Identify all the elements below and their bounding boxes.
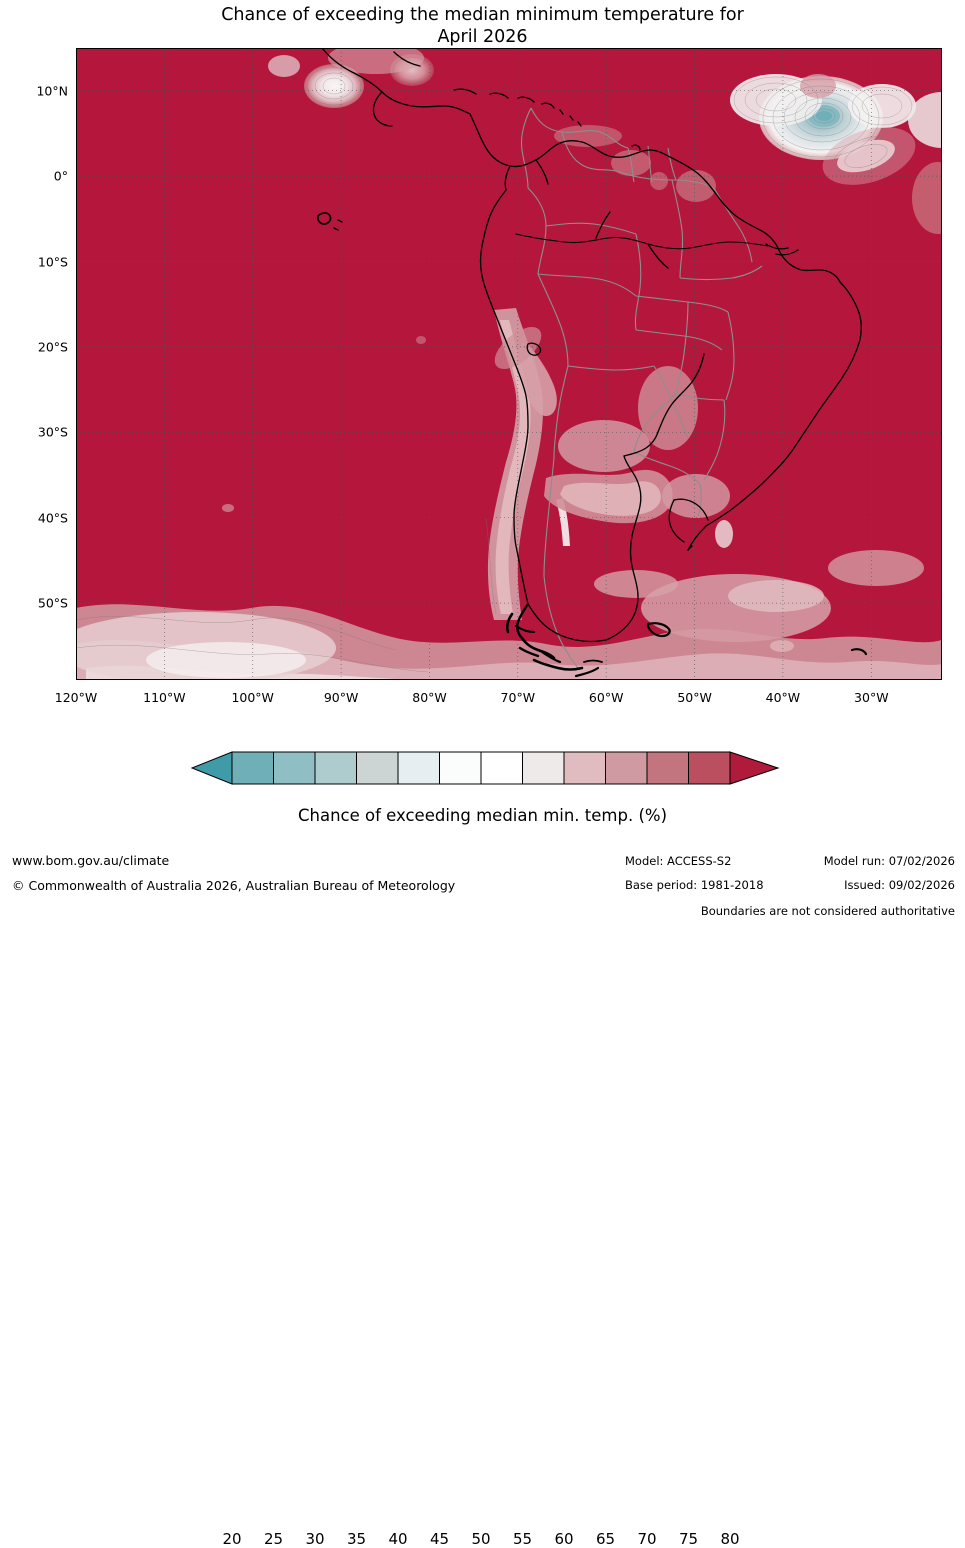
x-tick-70W: 70°W [500, 690, 536, 705]
map-plot-area[interactable]: 10°N 0° 10°S 20°S 30°S 40°S 50°S 120°W 1… [36, 48, 942, 705]
contour-lines [76, 56, 913, 673]
y-tick-30S: 30°S [37, 424, 68, 440]
field-atlantic-cool-core-inner [816, 111, 832, 121]
field-andes-white-core [556, 498, 570, 546]
x-tick-80W: 80°W [412, 690, 447, 705]
field-speckle-a [222, 504, 234, 512]
field-andes-ridge-core [495, 320, 531, 614]
cb-seg-35-40 [356, 751, 399, 785]
field-mexico-warm [328, 48, 424, 74]
cb-tick-55: 55 [512, 1530, 533, 1548]
plot-frame [76, 48, 942, 680]
cb-seg-20-25 [231, 751, 274, 785]
page-title: Chance of exceeding the median minimum t… [0, 4, 965, 48]
footer: www.bom.gov.au/climate © Commonwealth of… [0, 845, 965, 919]
field-speckle-d [770, 640, 794, 652]
colorbar-swatches[interactable] [0, 748, 965, 788]
cb-tick-35: 35 [346, 1530, 367, 1548]
field-pampas-core [560, 481, 661, 516]
cb-tick-65: 65 [595, 1530, 616, 1548]
y-tick-10S: 10°S [37, 254, 68, 269]
x-tick-110W: 110°W [143, 690, 186, 705]
cb-tick-75: 75 [678, 1530, 699, 1548]
field-se-ocean-lobe-c [828, 550, 924, 586]
footer-model: Model: ACCESS-S2 [625, 854, 732, 868]
field-atlantic-neutral-a [730, 74, 822, 126]
cb-tick-25: 25 [263, 1530, 284, 1548]
field-mesopotamia-patch [638, 366, 698, 450]
x-tick-50W: 50°W [677, 690, 712, 705]
cb-seg-50-55 [480, 751, 523, 785]
y-tick-20S: 20°S [37, 339, 68, 355]
cb-tick-40: 40 [388, 1530, 408, 1548]
footer-website[interactable]: www.bom.gov.au/climate [12, 853, 170, 868]
cb-tick-30: 30 [305, 1530, 325, 1548]
y-tick-40S: 40°S [37, 510, 68, 526]
cb-seg-45-50 [439, 751, 482, 785]
field-cordoba-patch [558, 420, 650, 472]
x-tick-120W: 120°W [54, 690, 98, 705]
cb-tick-50: 50 [471, 1530, 491, 1548]
field-atlantic-neutral-c [908, 92, 942, 148]
x-tick-90W: 90°W [323, 690, 359, 705]
footer-base-period: Base period: 1981-2018 [625, 878, 764, 892]
field-atlantic-neutral-d [837, 139, 895, 173]
x-tick-30W: 30°W [854, 690, 889, 705]
cb-seg-70-75 [646, 751, 689, 785]
cb-tick-80: 80 [720, 1530, 740, 1548]
field-atlantic-neutral-e [822, 127, 916, 185]
cb-tick-60: 60 [554, 1530, 574, 1548]
footer-disclaimer: Boundaries are not considered authoritat… [700, 904, 955, 918]
field-sw-light-core [146, 642, 306, 678]
cb-seg-30-35 [314, 751, 357, 785]
y-tick-10N: 10°N [36, 83, 68, 99]
field-atlantic-neutral-b [848, 84, 916, 128]
y-tick-50S: 50°S [37, 595, 68, 611]
field-epac-neutral-a [304, 64, 364, 108]
cb-tick-45: 45 [429, 1530, 450, 1548]
field-speckle-c [715, 520, 733, 548]
title-line-1: Chance of exceeding the median minimum t… [221, 5, 744, 25]
internal-boundaries [520, 107, 763, 669]
title-line-2: April 2026 [437, 27, 528, 47]
cb-seg-60-65 [563, 751, 606, 785]
cb-seg-25-30 [273, 751, 316, 785]
x-tick-40W: 40°W [765, 690, 801, 705]
field-altiplano-patch [517, 342, 557, 416]
cb-under-arrow [190, 751, 233, 785]
footer-issued: Issued: 09/02/2026 [844, 878, 955, 892]
field-para-patch [650, 172, 668, 190]
field-atlantic-warm-f [912, 162, 942, 234]
cb-seg-75-80 [688, 751, 731, 785]
forecast-map[interactable] [76, 48, 942, 680]
coastlines [316, 48, 868, 678]
field-se-ocean-lobe-b [728, 580, 824, 612]
footer-model-run: Model run: 07/02/2026 [823, 854, 955, 868]
field-epac-neutral-c [268, 55, 300, 77]
x-tick-60W: 60°W [588, 690, 624, 705]
y-tick-0: 0° [53, 168, 68, 184]
cb-seg-40-45 [397, 751, 440, 785]
cb-tick-20: 20 [222, 1530, 242, 1548]
footer-copyright: © Commonwealth of Australia 2026, Austra… [12, 878, 456, 893]
x-tick-100W: 100°W [231, 690, 274, 705]
cb-tick-70: 70 [637, 1530, 657, 1548]
field-venezuela-patch [554, 125, 622, 147]
colorbar-label: Chance of exceeding median min. temp. (%… [297, 806, 668, 825]
field-ne-brazil-patch [676, 170, 716, 202]
map-graticule [76, 48, 942, 680]
field-speckle-b [416, 336, 426, 344]
cb-seg-65-70 [605, 751, 648, 785]
field-uruguay-patch [662, 474, 730, 518]
cb-over-arrow [729, 751, 780, 785]
cb-seg-55-60 [522, 751, 565, 785]
